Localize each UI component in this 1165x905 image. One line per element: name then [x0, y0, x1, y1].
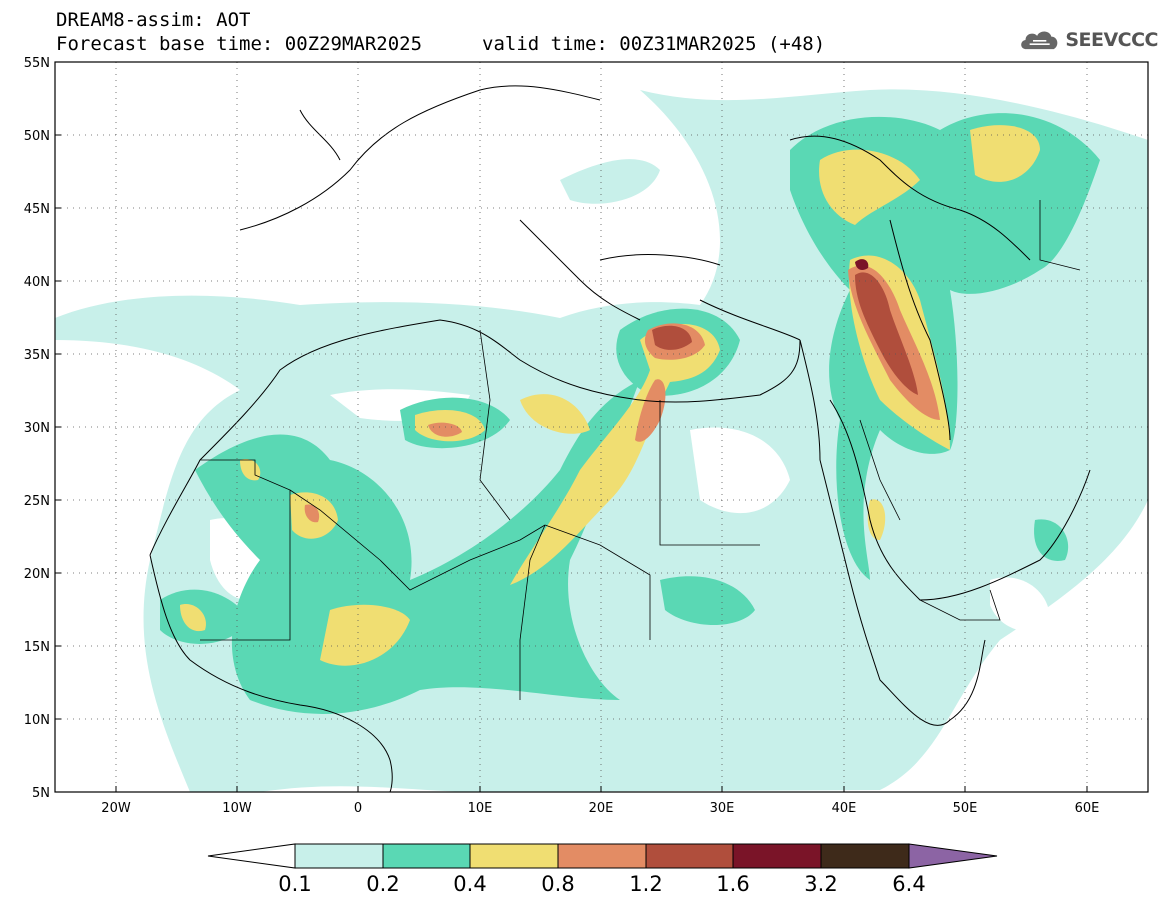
lon-label: 10W [222, 801, 252, 816]
lon-label: 50E [953, 801, 978, 816]
colorbar-label: 1.6 [716, 872, 749, 896]
lat-label: 45N [24, 202, 50, 217]
colorbar-box-1.2 [645, 843, 734, 869]
colorbar-low-arrow [207, 843, 296, 869]
aot-shading-1.2 [652, 272, 918, 395]
lon-label: 0 [354, 801, 362, 816]
lon-label: 60E [1075, 801, 1100, 816]
lon-label: 20E [589, 801, 614, 816]
aot-shading-0.2 [160, 113, 1100, 714]
lat-lon-grid [55, 62, 1148, 792]
lat-label: 15N [24, 640, 50, 655]
colorbar-label: 0.2 [366, 872, 399, 896]
colorbar-label: 0.8 [541, 872, 574, 896]
latitude-labels: 55N 50N 45N 40N 35N 30N 25N 20N 15N 10N … [24, 56, 50, 801]
lat-label: 55N [24, 56, 50, 71]
colorbar-box-1.6 [732, 843, 822, 869]
seevccc-logo: SEEVCCC [1018, 23, 1158, 57]
aot-shading-1.6 [855, 259, 869, 270]
colorbar-labels: 0.1 0.2 0.4 0.8 1.2 1.6 3.2 6.4 [278, 872, 925, 896]
forecast-base-time: Forecast base time: 00Z29MAR2025 [56, 33, 423, 55]
lat-label: 30N [24, 421, 50, 436]
lon-label: 40E [832, 801, 857, 816]
colorbar-label: 1.2 [629, 872, 662, 896]
colorbar-box-0.8 [557, 843, 647, 869]
lat-label: 50N [24, 129, 50, 144]
cloud-icon [1021, 31, 1058, 50]
colorbar-label: 6.4 [892, 872, 925, 896]
colorbar [207, 843, 998, 869]
tick-marks [55, 61, 1088, 793]
colorbar-label: 3.2 [804, 872, 837, 896]
map-plot-area [55, 62, 1148, 792]
logo-label: SEEVCCC [1065, 29, 1158, 51]
country-borders [200, 200, 1081, 700]
colorbar-box-3.2 [820, 843, 910, 869]
lat-label: 10N [24, 713, 50, 728]
lon-label: 10E [468, 801, 493, 816]
colorbar-box-0.1 [294, 843, 384, 869]
lat-label: 5N [32, 786, 50, 801]
map-title: DREAM8-assim: AOT [56, 9, 251, 31]
colorbar-box-0.2 [382, 843, 471, 869]
lon-label: 30E [710, 801, 735, 816]
colorbar-label: 0.1 [278, 872, 311, 896]
lat-label: 20N [24, 567, 50, 582]
lon-label: 20W [101, 801, 131, 816]
lat-label: 35N [24, 348, 50, 363]
longitude-labels: 20W 10W 0 10E 20E 30E 40E 50E 60E [101, 801, 1099, 816]
colorbar-label: 0.4 [453, 872, 486, 896]
lat-label: 40N [24, 275, 50, 290]
valid-time: valid time: 00Z31MAR2025 (+48) [482, 33, 826, 55]
colorbar-high-arrow [908, 843, 998, 869]
coastlines [149, 85, 1091, 792]
lat-label: 25N [24, 494, 50, 509]
colorbar-box-0.4 [469, 843, 559, 869]
